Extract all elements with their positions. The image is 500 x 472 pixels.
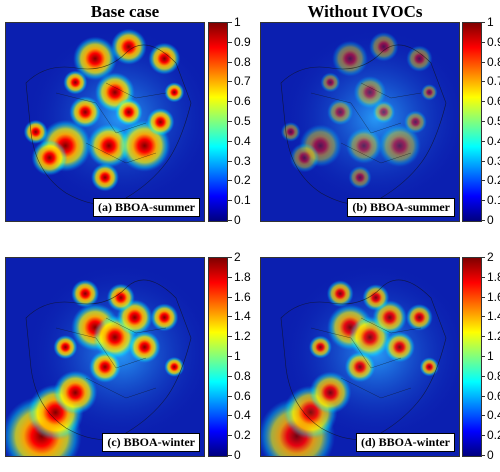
colorbar-tick-label: 0	[481, 213, 494, 227]
colorbar-tick-label: 1.8	[228, 269, 251, 284]
colorbar-tick-label: 0.1	[481, 193, 500, 207]
colorbar-tick-label: 0.6	[228, 94, 251, 109]
colorbar-tick-label: 2	[481, 250, 494, 264]
colorbar-tick-label: 0.4	[228, 133, 251, 148]
colorbar-tick-label: 0.6	[481, 389, 500, 403]
map-panel-d: (d) BBOA-winter	[260, 257, 460, 457]
colorbar-tick-label: 1.4	[481, 309, 500, 323]
colorbar-ticks-a: 1 0.9 0.8 0.7 0.6 0.5 0.4 0.3 0.2 0.1 0	[228, 15, 264, 227]
panel-label-c: (c) BBOA-winter	[102, 433, 200, 452]
colorbar-tick-label: 1.6	[228, 289, 251, 304]
colorbar-tick-label: 0.3	[481, 154, 500, 168]
colorbar-b	[462, 22, 482, 222]
colorbar-tick-label: 0.4	[481, 408, 500, 422]
colorbar-tick-label: 1.2	[481, 329, 500, 343]
colorbar-tick-label: 2	[228, 250, 241, 264]
colorbar-tick-label: 0.3	[228, 153, 251, 168]
colorbar-ticks-b: 1 0.9 0.8 0.7 0.6 0.5 0.4 0.3 0.2 0.1 0	[481, 15, 500, 227]
colorbar-tick-label: 0	[228, 213, 241, 227]
colorbar-tick-label: 0.2	[481, 173, 500, 187]
colorbar-a	[208, 22, 228, 222]
map-panel-a-field	[23, 28, 204, 208]
colorbar-ticks-c: 2 1.8 1.6 1.4 1.2 1 0.8 0.6 0.4 0.2 0	[228, 250, 264, 462]
colorbar-tick-label: 0	[228, 448, 241, 462]
colorbar-tick-label: 0.2	[228, 428, 251, 443]
colorbar-tick-label: 1	[228, 349, 241, 363]
colorbar-tick-label: 0.9	[228, 34, 251, 49]
map-panel-b: (b) BBOA-summer	[260, 22, 460, 222]
colorbar-ticks-d: 2 1.8 1.6 1.4 1.2 1 0.8 0.6 0.4 0.2 0	[481, 250, 500, 462]
colorbar-tick-label: 0.5	[228, 114, 251, 128]
column-title-without-ivocs: Without IVOCs	[307, 2, 423, 21]
colorbar-tick-label: 0.2	[481, 428, 500, 442]
panel-label-a: (a) BBOA-summer	[93, 198, 200, 217]
colorbar-tick-label: 0.2	[228, 173, 251, 188]
colorbar-tick-label: 1	[481, 15, 494, 29]
colorbar-tick-label: 0.1	[228, 193, 251, 208]
colorbar-tick-label: 0.7	[481, 74, 500, 88]
colorbar-tick-label: 0	[481, 448, 494, 462]
map-panel-d-field	[261, 263, 459, 456]
colorbar-tick-label: 0.6	[481, 94, 500, 108]
colorbar-tick-label: 0.9	[481, 35, 500, 49]
colorbar-tick-label: 1	[228, 15, 241, 29]
colorbar-tick-label: 0.4	[481, 134, 500, 148]
colorbar-tick-label: 1.2	[228, 329, 251, 344]
colorbar-tick-label: 1	[481, 349, 494, 363]
colorbar-tick-label: 1.8	[481, 270, 500, 284]
colorbar-d	[462, 257, 482, 457]
colorbar-tick-label: 0.8	[228, 54, 251, 69]
panel-label-d: (d) BBOA-winter	[356, 433, 455, 452]
colorbar-tick-label: 0.8	[228, 368, 251, 383]
map-panel-a: (a) BBOA-summer	[5, 22, 205, 222]
colorbar-tick-label: 1.6	[481, 290, 500, 304]
colorbar-tick-label: 0.7	[228, 74, 251, 89]
colorbar-tick-label: 0.4	[228, 408, 251, 423]
colorbar-tick-label: 0.8	[481, 369, 500, 383]
map-panel-b-field	[280, 28, 459, 208]
panel-label-b: (b) BBOA-summer	[347, 198, 455, 217]
map-panel-c: (c) BBOA-winter	[5, 257, 205, 457]
colorbar-tick-label: 0.6	[228, 388, 251, 403]
colorbar-tick-label: 1.4	[228, 309, 251, 324]
column-title-base-case: Base case	[90, 2, 160, 21]
colorbar-tick-label: 0.8	[481, 55, 500, 69]
colorbar-c	[208, 257, 228, 457]
map-panel-c-field	[6, 263, 204, 456]
colorbar-tick-label: 0.5	[481, 114, 500, 128]
